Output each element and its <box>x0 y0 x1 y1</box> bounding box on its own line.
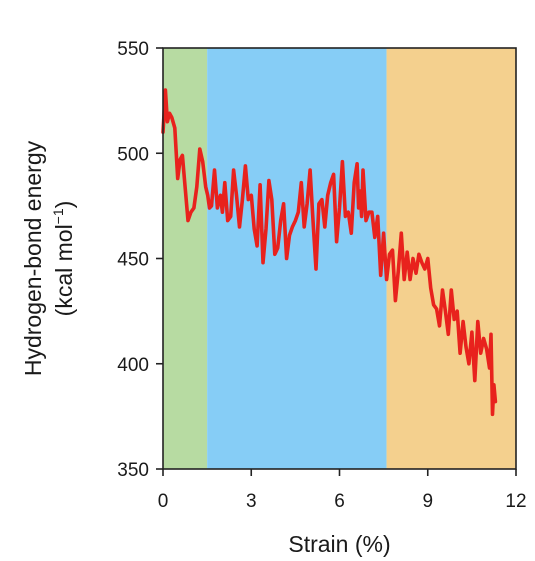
data-series <box>161 88 498 417</box>
y-axis-unit-sup: −1 <box>50 208 66 224</box>
y-axis-unit-post: ) <box>51 201 77 209</box>
x-tick-label: 9 <box>422 491 433 512</box>
y-axis-label-main: Hydrogen-bond energy <box>20 140 46 376</box>
region-2 <box>207 48 387 469</box>
x-axis-label: Strain (%) <box>288 531 390 557</box>
region-1 <box>163 48 208 469</box>
y-tick-label: 400 <box>117 355 149 376</box>
y-tick-label: 450 <box>117 250 149 271</box>
y-axis-label-unit: (kcal mol−1) <box>50 201 77 317</box>
y-tick-label: 350 <box>117 460 149 481</box>
y-axis-unit-pre: (kcal mol <box>51 224 77 316</box>
series-line-1 <box>161 88 498 417</box>
x-axis-ticks: 0 3 6 9 12 <box>158 469 527 512</box>
strain-regions <box>163 48 516 469</box>
x-tick-label: 12 <box>505 491 526 512</box>
x-tick-label: 0 <box>158 491 169 512</box>
y-axis-label: Hydrogen-bond energy (kcal mol−1) <box>20 140 77 376</box>
y-tick-label: 500 <box>117 144 149 165</box>
y-axis-ticks: 350 400 450 500 550 <box>117 39 163 481</box>
x-tick-label: 6 <box>334 491 345 512</box>
y-tick-label: 550 <box>117 39 149 60</box>
x-tick-label: 3 <box>246 491 257 512</box>
